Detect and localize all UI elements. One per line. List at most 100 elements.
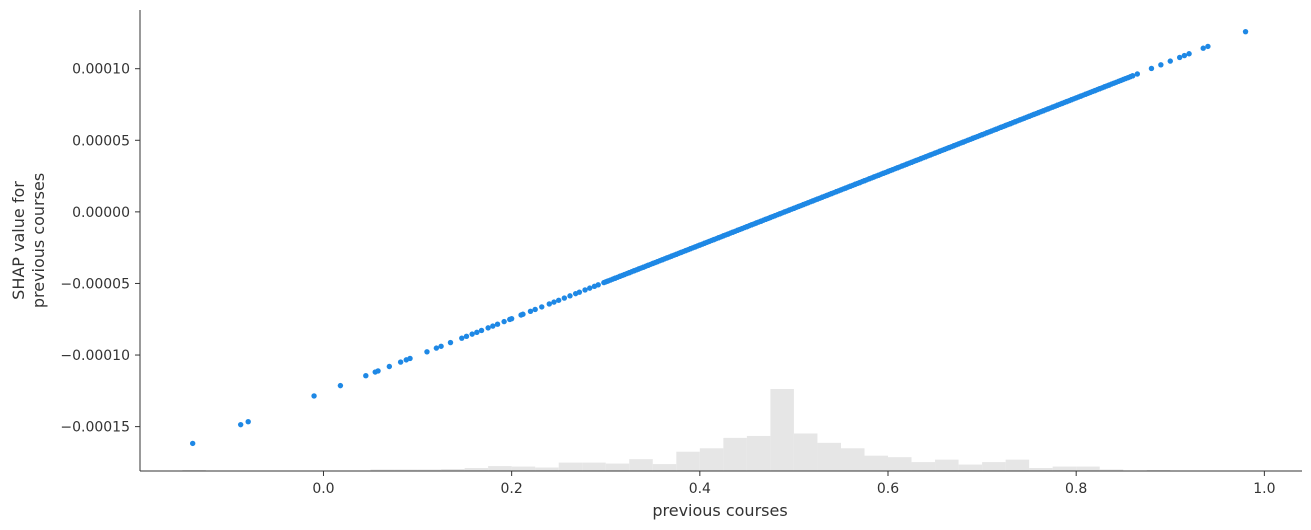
histogram-bar (699, 448, 724, 471)
histogram-bar (817, 442, 841, 471)
histogram-bar (464, 468, 489, 471)
scatter-point (1205, 43, 1211, 50)
scatter-point (587, 285, 593, 291)
x-tick-label: 0.6 (877, 481, 899, 497)
histogram-bar (840, 448, 865, 471)
histogram-bar (770, 389, 794, 471)
histogram-bar (370, 469, 395, 471)
histogram-bar (676, 451, 700, 471)
scatter-point (337, 382, 344, 389)
histogram-bar (982, 462, 1006, 471)
x-tick-label: 0.2 (501, 481, 523, 497)
scatter-point (386, 363, 393, 370)
scatter-point (375, 368, 381, 374)
histogram-bar (582, 462, 606, 471)
scatter-point (1158, 62, 1164, 68)
x-tick-label: 0.4 (689, 481, 711, 497)
y-tick-label: 0.00005 (72, 133, 130, 149)
histogram-bar (746, 435, 771, 471)
scatter-point (397, 359, 404, 365)
scatter-point (237, 421, 244, 428)
scatter-point (1148, 65, 1155, 72)
scatter-point (433, 345, 440, 351)
histogram-bar (793, 433, 818, 471)
histogram-bar (488, 466, 512, 471)
scatter-point (508, 315, 515, 322)
x-tick-label: 0.0 (312, 481, 334, 497)
scatter-point (527, 308, 534, 315)
scatter-point (407, 355, 413, 362)
y-axis-ticks: 0.00010 0.00005 0.00000 −0.00005 −0.00010 −0.… (60, 62, 140, 436)
scatter-point (1134, 71, 1141, 77)
histogram-bar (441, 469, 465, 471)
histogram-bar (1099, 469, 1124, 471)
scatter-point (1176, 54, 1183, 61)
scatter-point (494, 321, 501, 327)
histogram-bar (888, 457, 912, 471)
scatter-point (438, 343, 444, 349)
scatter-point (567, 293, 573, 299)
scatter-point (1181, 52, 1188, 59)
scatter-point (551, 299, 557, 305)
histogram-bar (511, 466, 536, 471)
scatter-point (189, 440, 196, 447)
scatter-point (546, 301, 552, 307)
y-tick-label: −0.00015 (60, 420, 130, 436)
y-axis-label-line-1: SHAP value for (9, 181, 28, 300)
histogram-bar (1052, 466, 1077, 471)
scatter-point (447, 339, 454, 346)
scatter-point (474, 329, 480, 335)
scatter-point (478, 327, 485, 334)
scatter-points-layer (189, 28, 1249, 447)
histogram-bar (558, 462, 583, 471)
x-axis-label: previous courses (652, 501, 787, 520)
y-tick-label: 0.00010 (72, 62, 130, 78)
y-tick-label: 0.00000 (72, 205, 130, 221)
scatter-point (556, 297, 562, 303)
scatter-point (595, 282, 601, 288)
histogram-bar (958, 464, 983, 471)
histogram-bar (535, 467, 559, 471)
histogram-bar (605, 463, 630, 471)
histogram-bar (417, 469, 442, 471)
scatter-point (501, 318, 507, 325)
histogram-bar (911, 462, 936, 471)
scatter-point (1200, 45, 1206, 51)
scatter-point (463, 333, 470, 340)
scatter-point (245, 418, 251, 425)
x-tick-label: 1.0 (1253, 481, 1275, 497)
histogram-bar (935, 459, 959, 471)
histogram-layer (182, 389, 1265, 471)
scatter-point (469, 331, 475, 337)
scatter-point (1129, 73, 1136, 79)
scatter-point (582, 287, 588, 293)
histogram-bar (394, 469, 418, 471)
scatter-point (561, 295, 568, 301)
scatter-point (532, 306, 538, 313)
scatter-point (490, 323, 496, 329)
scatter-point (459, 335, 465, 341)
scatter-point (1242, 28, 1249, 35)
scatter-point (1167, 58, 1173, 64)
histogram-bar (652, 464, 677, 471)
histogram-bar (1029, 468, 1053, 471)
y-tick-label: −0.00010 (60, 348, 130, 364)
y-axis-label-line-2: previous courses (29, 173, 48, 308)
y-tick-label: −0.00005 (60, 276, 130, 292)
scatter-point (424, 349, 430, 355)
scatter-point (311, 393, 317, 399)
scatter-point (485, 325, 491, 331)
x-tick-label: 0.8 (1065, 481, 1087, 497)
x-axis-ticks: 0.0 0.2 0.4 0.6 0.8 1.0 (312, 471, 1275, 497)
scatter-point (1186, 51, 1192, 57)
histogram-bar (1005, 459, 1030, 471)
scatter-point (363, 373, 369, 379)
histogram-bar (864, 455, 889, 471)
histogram-bar (723, 437, 747, 471)
scatter-point (576, 289, 583, 295)
scatter-point (539, 304, 545, 310)
histogram-bar (629, 459, 653, 471)
scatter-point (520, 311, 526, 317)
